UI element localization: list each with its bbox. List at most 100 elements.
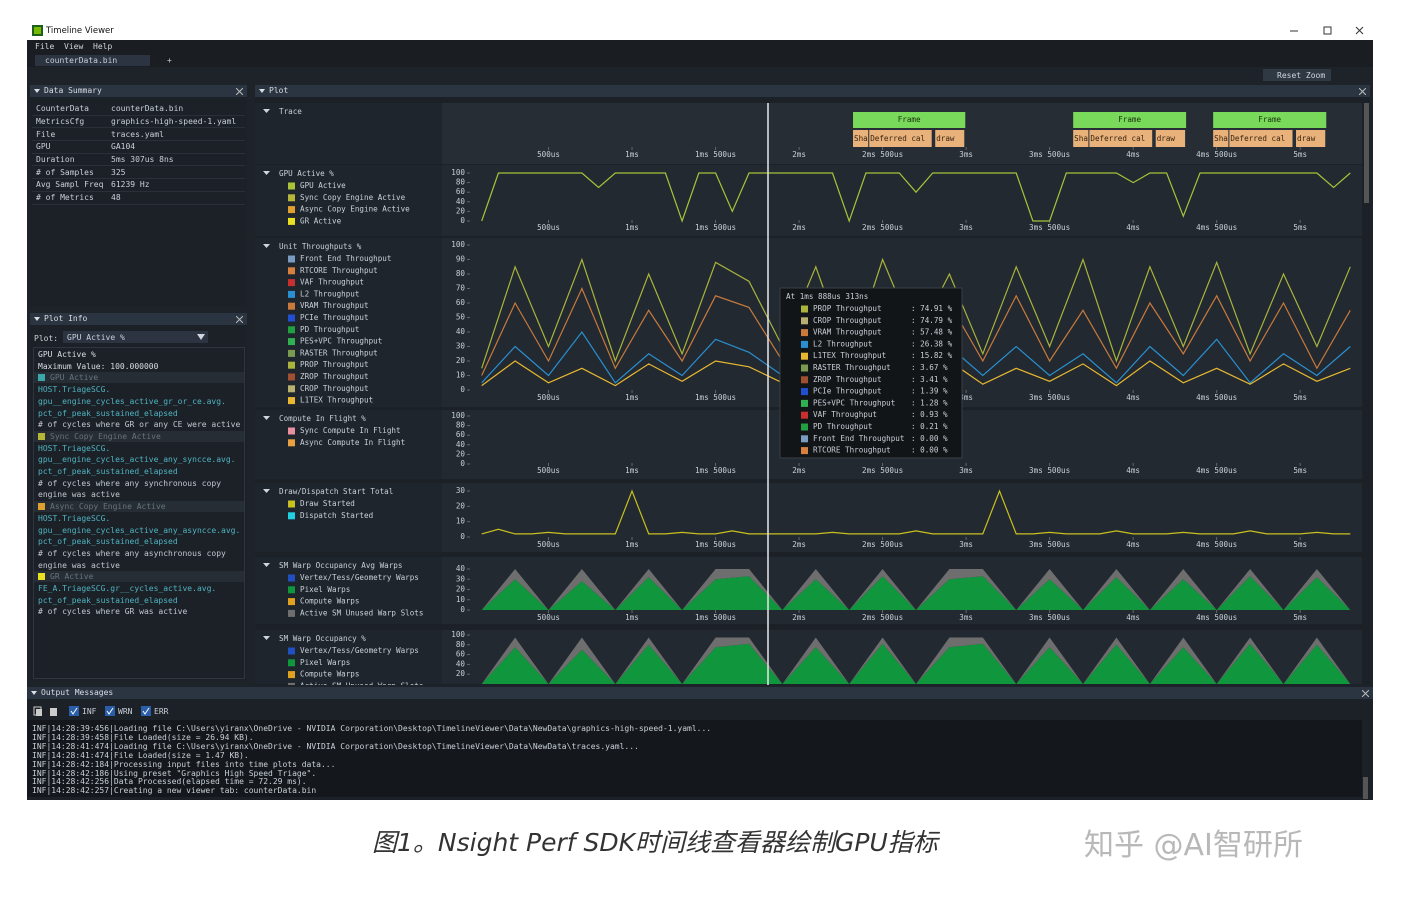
- y-tick-label: 20: [456, 206, 466, 215]
- x-tick-label: 1ms: [625, 150, 639, 159]
- tooltip-name: ZROP Throughput: [813, 375, 882, 384]
- legend-swatch: [288, 326, 295, 334]
- series-group: [481, 489, 1351, 535]
- tooltip-swatch: [801, 435, 808, 443]
- metric-description: # of cycles where any asynchronous copy: [38, 548, 226, 558]
- x-tick-label: 2ms 500us: [862, 223, 903, 232]
- log-scrollbar[interactable]: [1363, 777, 1368, 799]
- collapse-arrow[interactable]: [263, 416, 270, 420]
- trace-sub-event: [1155, 130, 1186, 147]
- tooltip-value: : 0.00 %: [911, 434, 948, 443]
- metric-description: # of cycles where any synchronous copy: [38, 478, 222, 488]
- x-tick-label: 5ms: [1293, 223, 1307, 232]
- y-tick-label: 30: [456, 486, 466, 495]
- trace-sub-event: [1213, 130, 1229, 147]
- plot-info-panel: Plot Info Plot: GPU Active % GPU Active …: [30, 313, 247, 680]
- legend-label: VAF Throughput: [300, 278, 364, 287]
- summary-value: 48: [107, 191, 245, 205]
- collapse-arrow[interactable]: [263, 636, 270, 640]
- collapse-arrow[interactable]: [263, 563, 270, 567]
- y-tick-label: 90: [456, 255, 466, 264]
- x-tick-label: 3ms: [959, 613, 973, 622]
- legend-swatch: [288, 385, 295, 393]
- legend-swatch: [288, 255, 295, 263]
- x-tick-label: 1ms 500us: [695, 150, 736, 159]
- reset-zoom-button[interactable]: Reset Zoom: [1263, 69, 1331, 81]
- info-heading: GPU Active %: [38, 350, 96, 359]
- metric-description: # of cycles where GR was active: [38, 607, 188, 617]
- plot-select[interactable]: GPU Active %: [63, 331, 208, 343]
- menu-item[interactable]: View: [64, 42, 84, 51]
- legend-label: Front End Throughput: [300, 254, 391, 263]
- dropdown-arrow: [197, 334, 205, 340]
- collapse-arrow[interactable]: [263, 244, 270, 248]
- close-button[interactable]: [235, 315, 244, 324]
- menu-item[interactable]: Help: [93, 42, 113, 51]
- tooltip-swatch: [801, 305, 808, 313]
- log-view: INF|14:28:39:456|Loading file C:\Users\y…: [27, 720, 1362, 797]
- trace-event: [853, 112, 966, 128]
- trace-sub-event: [935, 130, 965, 147]
- legend-label: RTCORE Throughput: [300, 266, 378, 275]
- x-tick-label: 1ms 500us: [695, 613, 736, 622]
- metric-row-bg: [34, 501, 244, 513]
- x-tick-label: 500us: [537, 150, 560, 159]
- x-tick-label: 2ms: [792, 613, 806, 622]
- x-tick-label: 500us: [537, 613, 560, 622]
- summary-value: graphics-high-speed-1.yaml: [107, 115, 245, 129]
- legend-swatch: [288, 647, 295, 655]
- close-button[interactable]: [235, 87, 244, 96]
- tab[interactable]: counterData.bin: [35, 55, 150, 66]
- close-button[interactable]: [1358, 87, 1367, 96]
- tooltip-swatch: [801, 329, 808, 337]
- legend-swatch: [288, 182, 295, 190]
- tooltip-swatch: [801, 411, 808, 419]
- tooltip-value: : 1.39 %: [911, 387, 948, 396]
- x-tick-label: 5ms: [1293, 613, 1307, 622]
- x-tick-label: 4ms: [1126, 223, 1140, 232]
- tooltip-value: : 0.93 %: [911, 410, 948, 419]
- output-toolbar-icons[interactable]: [33, 706, 63, 717]
- x-tick-label: 4ms 500us: [1196, 466, 1237, 475]
- summary-value: traces.yaml: [107, 127, 245, 142]
- y-tick-label: 60: [456, 187, 466, 196]
- summary-row: # of Metrics 48: [32, 191, 245, 205]
- tooltip: At 1ms 888us 313ns PROP Throughput: 74.91…: [779, 287, 963, 459]
- collapse-arrow[interactable]: [263, 489, 270, 493]
- series-group: [481, 569, 1351, 610]
- x-tick-label: 3ms: [959, 466, 973, 475]
- trace-sub-label: Deferred cal: [1090, 134, 1145, 143]
- x-tick-label: 5ms: [1293, 150, 1307, 159]
- summary-key: GPU: [32, 140, 107, 154]
- summary-key: MetricsCfg: [32, 115, 107, 129]
- legend-label: Sync Compute In Flight: [300, 426, 401, 435]
- summary-row: File traces.yaml: [32, 127, 245, 142]
- y-tick-label: 100: [451, 168, 465, 177]
- new-tab-button[interactable]: +: [167, 56, 172, 65]
- plot-panel: Plot Trace 500us 1ms 1ms 500us 2ms 2ms 500us 3…: [255, 85, 1370, 685]
- track-label-bg: [255, 410, 442, 479]
- window-controls[interactable]: [1282, 24, 1372, 38]
- collapse-arrow[interactable]: [263, 109, 270, 113]
- tooltip-swatch: [801, 423, 808, 431]
- panel-header: Plot Info: [30, 313, 247, 325]
- metric-row-bg: [34, 372, 244, 384]
- menu-item[interactable]: File: [35, 42, 55, 51]
- trace-event-label: Frame: [1118, 115, 1141, 124]
- collapse-arrow[interactable]: [263, 171, 270, 175]
- tab-bar: counterData.bin +: [27, 53, 1373, 67]
- x-tick-label: 2ms: [792, 540, 806, 549]
- x-tick-label: 3ms 500us: [1029, 466, 1070, 475]
- track-title: Unit Throughputs %: [279, 242, 362, 251]
- tooltip-name: VRAM Throughput: [813, 328, 882, 337]
- y-tick-label: 10: [456, 595, 466, 604]
- close-button[interactable]: [1361, 689, 1370, 698]
- y-tick-label: 40: [456, 440, 466, 449]
- plot-scrollbar[interactable]: [1364, 103, 1369, 203]
- y-tick-label: 20: [456, 669, 466, 678]
- trace-sub-event: [1089, 130, 1153, 147]
- x-tick-label: 2ms: [792, 223, 806, 232]
- x-tick-label: 3ms: [959, 223, 973, 232]
- legend-swatch: [288, 302, 295, 310]
- filter-label: INF: [82, 707, 97, 716]
